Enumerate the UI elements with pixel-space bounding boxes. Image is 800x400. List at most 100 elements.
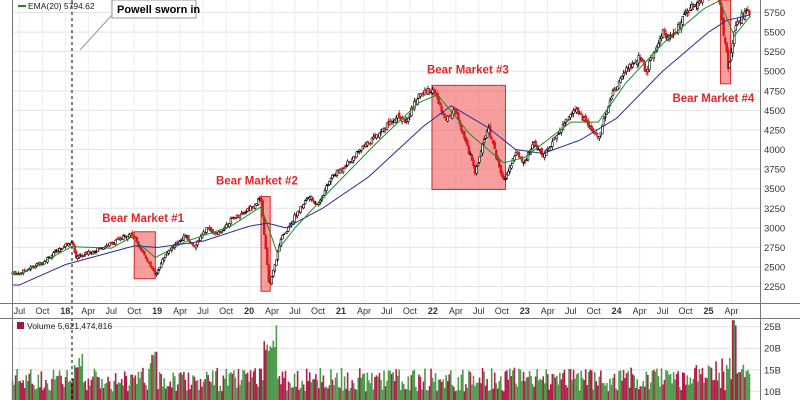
candle-body <box>143 251 146 256</box>
volume-bar <box>528 371 531 400</box>
candle-body <box>475 166 478 174</box>
volume-bar <box>25 375 27 400</box>
volume-bar <box>154 352 156 400</box>
volume-bar <box>19 380 21 400</box>
ema-legend: EMA(20) 5794.62 <box>28 1 95 11</box>
volume-bar <box>234 377 237 400</box>
candle-body <box>159 262 163 268</box>
price-tick-label: 4750 <box>764 86 785 97</box>
volume-bar <box>396 375 399 400</box>
candle-body <box>622 73 625 76</box>
volume-bar <box>113 380 115 400</box>
price-tick-label: 4250 <box>764 125 785 136</box>
candle-body <box>470 154 474 161</box>
volume-bar <box>721 358 723 400</box>
volume-bar <box>398 369 400 400</box>
volume-bar <box>415 386 417 400</box>
volume-bar <box>264 349 267 400</box>
candle-body <box>566 120 569 122</box>
volume-bar <box>363 373 366 400</box>
candle-body <box>579 112 583 115</box>
volume-bar <box>123 371 126 400</box>
volume-bar <box>155 351 158 400</box>
volume-bar <box>136 383 138 400</box>
candle-body <box>476 162 480 166</box>
volume-bar <box>410 375 413 400</box>
volume-bar <box>58 370 61 400</box>
volume-bar <box>90 379 93 400</box>
volume-bar <box>104 383 106 400</box>
volume-bar <box>55 376 58 400</box>
price-tick-label: 5250 <box>764 47 785 58</box>
volume-bar <box>64 377 67 400</box>
date-tick-label: Jul <box>565 306 577 316</box>
candle-body <box>61 248 64 250</box>
candle-body <box>499 165 502 174</box>
price-tick-label: 3750 <box>764 165 785 176</box>
volume-bar <box>700 374 702 400</box>
volume-bar <box>145 384 147 400</box>
volume-bar <box>562 373 564 400</box>
price-tick-label: 5750 <box>764 8 785 19</box>
volume-bar <box>436 390 438 400</box>
volume-bar <box>674 379 676 400</box>
candle-body <box>683 13 686 16</box>
volume-bar <box>313 379 316 400</box>
candle-body <box>478 156 481 163</box>
candle-body <box>375 134 378 139</box>
volume-bar <box>710 367 713 400</box>
volume-bar <box>531 383 534 400</box>
volume-bar <box>719 388 722 400</box>
volume-bar <box>724 390 726 400</box>
candle-body <box>663 29 666 33</box>
volume-bar <box>716 380 719 400</box>
volume-bar <box>181 374 184 400</box>
volume-bar <box>678 387 681 400</box>
volume-bar <box>134 375 137 400</box>
volume-bar <box>672 372 675 400</box>
candle-body <box>241 211 245 214</box>
volume-bar <box>457 377 460 400</box>
volume-bar <box>542 376 545 400</box>
candle-body <box>469 153 472 155</box>
volume-bar <box>166 385 169 400</box>
date-tick-label: Oct <box>403 306 418 316</box>
volume-bar <box>557 384 560 400</box>
volume-bar <box>151 354 153 400</box>
volume-bar <box>102 387 105 400</box>
volume-bar <box>214 371 217 400</box>
volume-bar <box>571 379 573 400</box>
candle-body <box>234 217 237 220</box>
volume-bar <box>119 383 122 400</box>
volume-bar <box>627 371 629 400</box>
volume-legend: Volume 5,621,474,816 <box>27 321 112 331</box>
volume-bar <box>592 389 595 400</box>
volume-bars <box>11 320 751 400</box>
candle-body <box>733 31 736 45</box>
candle-body <box>658 38 662 44</box>
volume-bar <box>83 382 85 400</box>
volume-bar <box>618 370 620 400</box>
candle-body <box>156 269 160 274</box>
volume-bar <box>143 382 146 400</box>
volume-bar <box>402 383 405 400</box>
volume-bar <box>72 378 74 400</box>
candle-body <box>326 184 330 186</box>
volume-bar <box>433 381 435 400</box>
price-tick-label: 2750 <box>764 243 785 254</box>
candle-body <box>522 162 525 164</box>
candle-body <box>53 250 57 253</box>
volume-bar <box>565 385 567 400</box>
powell-callout: Powell sworn in <box>117 4 200 16</box>
volume-bar <box>107 376 109 400</box>
bear-market-labels: Bear Market #1 Bear Market #2 Bear Market … <box>102 64 755 224</box>
volume-bar <box>287 381 290 400</box>
volume-bar <box>210 382 212 400</box>
date-tick-label: Apr <box>173 306 187 316</box>
candle-body <box>455 110 459 115</box>
volume-bar <box>448 374 451 400</box>
volume-bar <box>289 383 291 400</box>
volume-bar <box>386 380 388 400</box>
volume-bar <box>116 384 118 400</box>
